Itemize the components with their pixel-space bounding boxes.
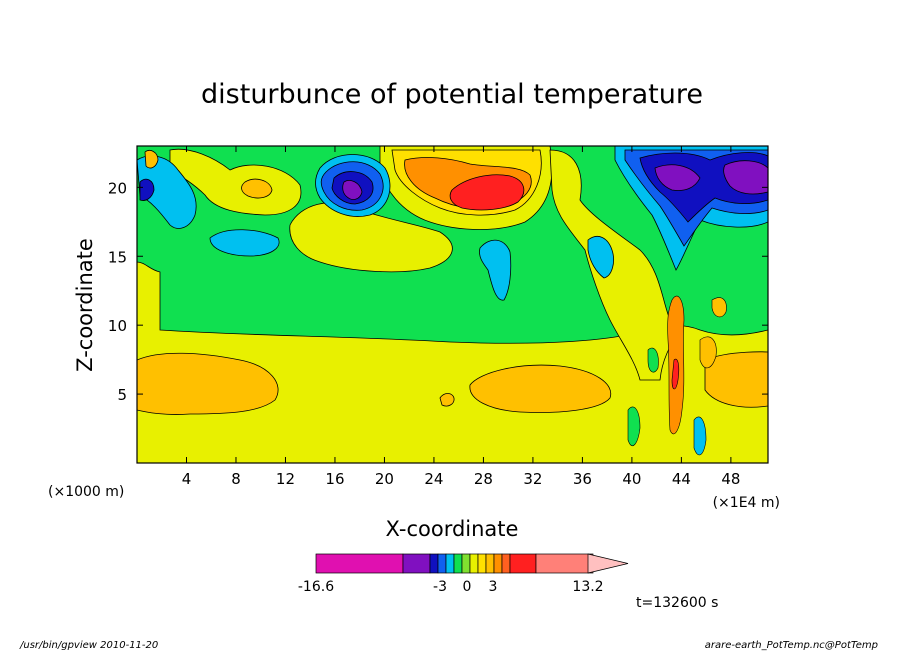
cyan-right-column: [587, 236, 614, 279]
x-tick-label: 20: [375, 470, 394, 488]
cyan-upper-left: [137, 155, 197, 229]
upper-yellow-right: [549, 149, 681, 381]
plume-red: [671, 358, 680, 390]
orange-small-left: [241, 178, 273, 199]
colorbar-swatch: [429, 553, 439, 574]
chart-title: disturbunce of potential temperature: [201, 79, 703, 110]
plot-area: [137, 146, 768, 463]
x-tick-label: 4: [182, 470, 192, 488]
wave-packet-purple: [654, 160, 768, 195]
x-tick-label: 12: [276, 470, 295, 488]
colorbar-swatch: [315, 553, 404, 574]
plume-cyan-bottom: [693, 416, 707, 456]
colorbar-swatch: [453, 553, 463, 574]
time-label: t=132600 s: [636, 595, 718, 611]
colorbar-swatch: [501, 553, 511, 574]
colorbar-swatch: [469, 553, 479, 574]
y-tick-label: 15: [108, 248, 127, 266]
x-tick-label: 16: [325, 470, 344, 488]
y-axis-label: Z-coordinate: [73, 238, 97, 372]
x-tick-label: 32: [523, 470, 542, 488]
blue-patch-left: [139, 178, 155, 201]
cyan-drip: [479, 239, 512, 301]
cold-vortex-purple: [342, 180, 363, 200]
x-tick-label: 48: [721, 470, 740, 488]
x-axis-ticks: 4 8 12 16 20 24 28 32 36 40 44 48: [182, 146, 740, 488]
warm-core-red: [449, 174, 525, 211]
x-tick-label: 36: [573, 470, 592, 488]
orange-patch-left: [144, 150, 159, 169]
colorbar-swatch: [437, 553, 447, 574]
x-tick-label: 28: [474, 470, 493, 488]
y-tick-label: 10: [108, 317, 127, 335]
colorbar-swatch: [535, 553, 594, 574]
y-tick-label: 20: [108, 179, 127, 197]
colorbar-swatch: [485, 553, 495, 574]
colorbar-tick-label: -3: [433, 579, 447, 595]
x-unit-left: (×1000 m): [48, 484, 124, 500]
plume-green-left: [627, 347, 659, 446]
y-axis-ticks: 5 10 15 20: [108, 179, 768, 404]
low-small-orange: [439, 393, 455, 407]
colorbar-extend-arrow: [587, 553, 629, 574]
colorbar-tick-label: 3: [489, 579, 498, 595]
footer-left: /usr/bin/gpview 2010-11-20: [20, 640, 159, 651]
colorbar-swatch: [461, 553, 471, 574]
low-right-orange: [704, 351, 768, 408]
plume-orange-right: [699, 297, 727, 369]
x-unit-right: (×1E4 m): [713, 495, 780, 511]
colorbar-tick-label: -16.6: [298, 579, 334, 595]
cyan-mid-left: [209, 229, 280, 257]
x-tick-label: 40: [622, 470, 641, 488]
x-tick-label: 44: [672, 470, 691, 488]
low-left-orange: [137, 352, 279, 415]
x-tick-label: 8: [231, 470, 241, 488]
colorbar-swatch: [477, 553, 487, 574]
colorbar-swatch: [493, 553, 503, 574]
colorbar-tick-label: 13.2: [572, 579, 603, 595]
colorbar: [315, 553, 629, 574]
plot-frame: [136, 145, 769, 464]
x-axis-label: X-coordinate: [386, 517, 519, 541]
colorbar-swatch: [509, 553, 537, 574]
x-tick-label: 24: [424, 470, 443, 488]
colorbar-tick-label: 0: [463, 579, 472, 595]
footer-right: arare-earth_PotTemp.nc@PotTemp: [704, 640, 878, 651]
upper-yellow-left: [169, 148, 302, 216]
low-mid-orange: [469, 364, 612, 413]
colorbar-swatch: [445, 553, 455, 574]
colorbar-labels: -16.6 -3 0 3 13.2: [298, 579, 604, 595]
colorbar-swatch: [402, 553, 431, 574]
y-tick-label: 5: [117, 386, 127, 404]
